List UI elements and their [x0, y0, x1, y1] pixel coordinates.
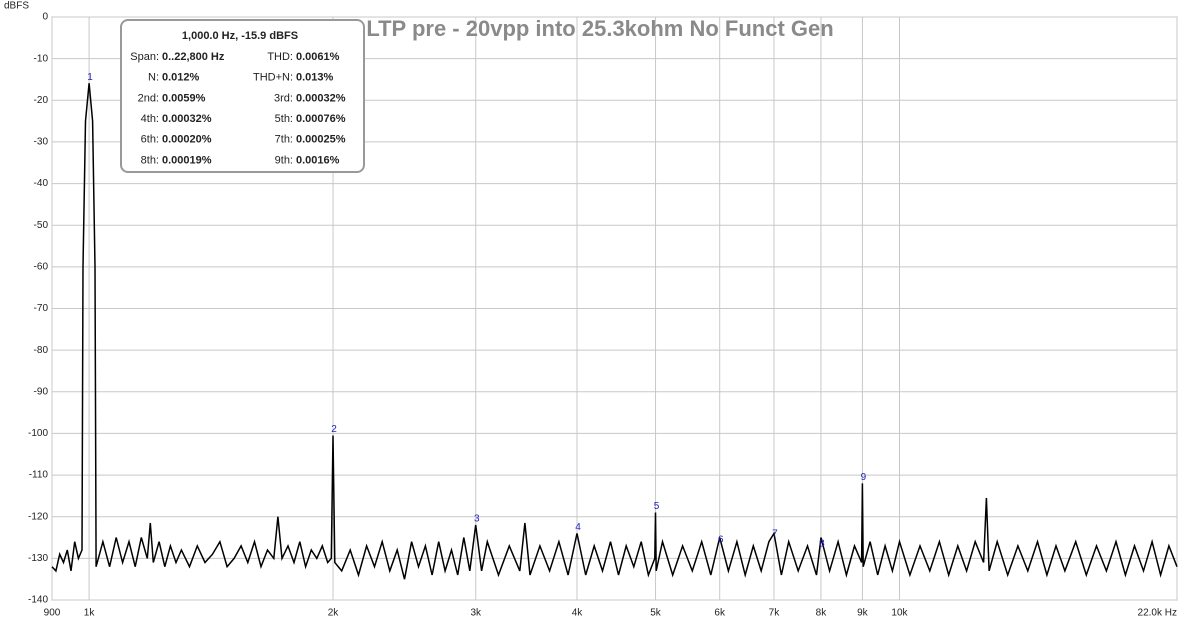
info-value: 0.0059%: [162, 92, 206, 104]
x-tick-label: 8k: [816, 608, 828, 619]
info-value: 0.00019%: [162, 154, 212, 166]
harmonic-marker: 1: [87, 72, 93, 83]
y-tick-label: -20: [34, 95, 49, 106]
y-tick-label: -130: [28, 553, 48, 564]
info-label: THD:: [267, 51, 293, 63]
y-tick-label: -140: [28, 595, 48, 606]
info-value: 0.013%: [296, 72, 334, 84]
x-tick-label: 1k: [84, 608, 96, 619]
y-tick-label: -30: [34, 137, 49, 148]
harmonic-marker: 4: [575, 522, 581, 533]
x-tick-label: 7k: [769, 608, 781, 619]
y-tick-label: -100: [28, 428, 48, 439]
y-tick-label: -120: [28, 511, 48, 522]
x-tick-label: 2k: [328, 608, 340, 619]
harmonic-marker: 5: [654, 501, 660, 512]
y-axis-label: dBFS: [4, 1, 29, 12]
harmonic-marker: 3: [474, 514, 480, 525]
y-tick-label: -60: [34, 261, 49, 272]
info-label: 6th:: [141, 134, 159, 146]
y-tick-label: -90: [34, 386, 49, 397]
spectrum-line: [51, 83, 1178, 580]
harmonic-marker: 7: [772, 528, 778, 539]
harmonic-marker: 2: [331, 424, 337, 435]
info-value: 0..22,800 Hz: [162, 51, 225, 63]
y-tick-label: -50: [34, 220, 49, 231]
x-tick-label: 4k: [572, 608, 584, 619]
info-value: 0.00020%: [162, 134, 212, 146]
harmonic-marker: 9: [861, 472, 867, 483]
x-tick-label: 9k: [857, 608, 869, 619]
harmonic-marker: 8: [819, 539, 825, 550]
x-tick-label: 6k: [714, 608, 726, 619]
info-value: 0.00032%: [296, 92, 346, 104]
info-label: 2nd:: [138, 92, 159, 104]
y-tick-label: -40: [34, 178, 49, 189]
info-header: 1,000.0 Hz, -15.9 dBFS: [182, 30, 298, 42]
y-tick-label: -80: [34, 345, 49, 356]
info-label: 7th:: [275, 134, 293, 146]
info-label: 8th:: [141, 154, 159, 166]
info-value: 0.00076%: [296, 113, 346, 125]
x-tick-label: 5k: [650, 608, 662, 619]
info-label: Span:: [130, 51, 159, 63]
x-tick-label: 900: [44, 608, 61, 619]
info-value: 0.00032%: [162, 113, 212, 125]
info-label: 4th:: [141, 113, 159, 125]
info-label: 5th:: [275, 113, 293, 125]
info-label: N:: [148, 72, 159, 84]
info-label: 9th:: [275, 154, 293, 166]
y-tick-label: -110: [29, 470, 49, 481]
y-tick-label: -10: [34, 53, 49, 64]
harmonic-marker: 6: [718, 535, 724, 546]
info-value: 0.0016%: [296, 154, 340, 166]
info-label: THD+N:: [253, 72, 293, 84]
info-value: 0.012%: [162, 72, 200, 84]
info-box: [120, 19, 365, 173]
x-tick-label: 10k: [891, 608, 908, 619]
chart-title: LTP pre - 20vpp into 25.3kohm No Funct G…: [366, 16, 833, 41]
y-tick-label: -70: [34, 303, 49, 314]
info-value: 0.00025%: [296, 134, 346, 146]
info-value: 0.0061%: [296, 51, 340, 63]
y-tick-label: 0: [42, 12, 48, 23]
x-tick-label: 22.0k Hz: [1138, 608, 1177, 619]
info-label: 3rd:: [274, 92, 293, 104]
x-tick-label: 3k: [470, 608, 482, 619]
